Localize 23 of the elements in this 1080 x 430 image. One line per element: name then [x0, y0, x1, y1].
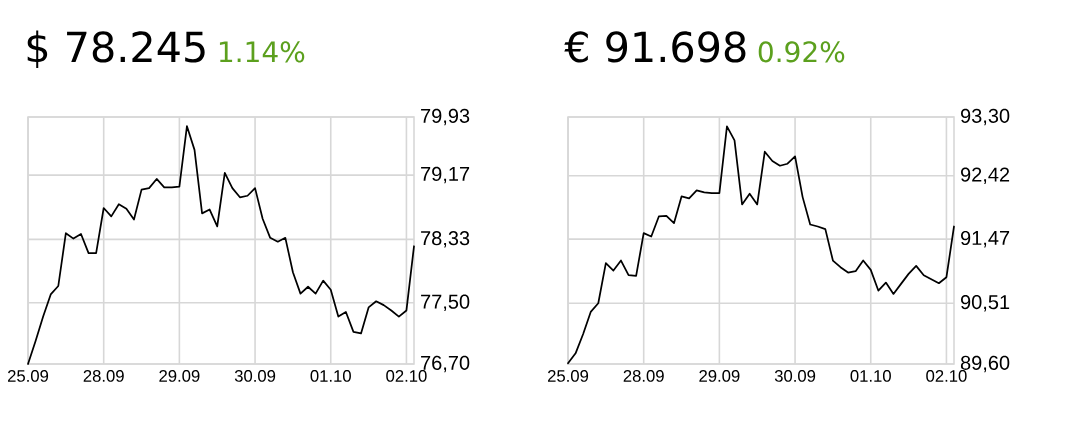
x-tick-label: 29.09	[699, 370, 740, 382]
line-series	[27, 125, 415, 365]
x-tick-label: 28.09	[623, 370, 664, 382]
chart-subtitle: 1.14%	[219, 41, 305, 63]
y-tick-label: 79,93	[421, 108, 470, 126]
y-tick-label: 90,51	[960, 294, 1010, 312]
y-tick-label: 77,50	[421, 294, 470, 312]
x-tick-label: 30.09	[234, 370, 276, 382]
chart-subtitle: 0.92%	[758, 41, 845, 63]
y-tick-label: 93,30	[960, 108, 1010, 126]
chart-title: € 91.698	[564, 31, 746, 63]
x-tick-label: 01.10	[850, 370, 891, 382]
x-tick-label: 25.09	[547, 370, 589, 382]
y-tick-label: 78,33	[421, 231, 470, 248]
chart-title: $ 78.245	[27, 30, 205, 69]
y-tick-label: 79,17	[421, 166, 470, 184]
x-tick-label: 29.09	[159, 370, 200, 382]
x-tick-label: 30.09	[774, 370, 816, 382]
y-tick-label: 91,47	[960, 230, 1010, 248]
y-tick-label: 92,42	[960, 167, 1010, 184]
x-tick-label: 25.09	[7, 370, 49, 382]
x-tick-label: 01.10	[310, 370, 351, 382]
x-tick-label: 28.09	[83, 370, 124, 382]
